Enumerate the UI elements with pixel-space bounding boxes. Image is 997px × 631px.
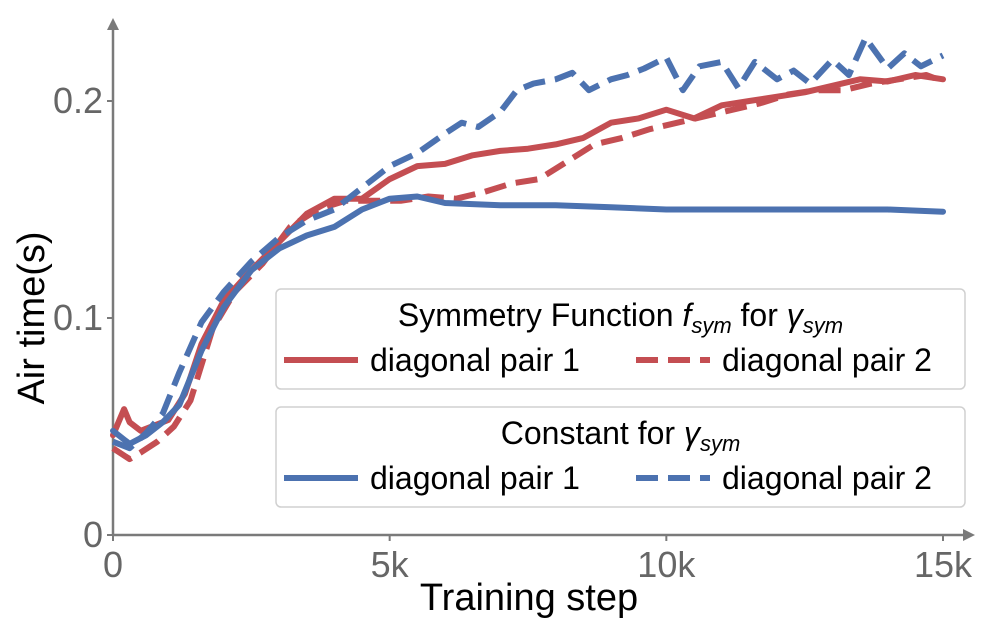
y-tick-label: 0: [83, 514, 103, 555]
legend-title: Constant for γsym: [501, 415, 741, 456]
x-axis-arrow: [963, 529, 975, 541]
series-line-4: [111, 35, 945, 452]
tick-layer: 0 5k 10k 15k 0 0.1 0.2: [53, 80, 973, 585]
x-axis-title: Training step: [420, 577, 638, 619]
x-tick-label: 5k: [371, 544, 410, 585]
x-tick-label: 15k: [914, 544, 973, 585]
x-tick-label: 10k: [637, 544, 696, 585]
series-layer: [110, 35, 946, 463]
legend-entry-label: diagonal pair 1: [370, 460, 580, 496]
legend-entry-label: diagonal pair 1: [370, 342, 580, 378]
x-tick-label: 0: [103, 544, 123, 585]
series-line-3: [110, 193, 946, 447]
legend-entry-label: diagonal pair 2: [722, 460, 932, 496]
y-axis-title: Air time(s): [11, 231, 53, 404]
legend-box: [275, 288, 966, 390]
y-tick-label: 0.1: [53, 297, 103, 338]
legend-box: [275, 406, 966, 508]
legend-entry-label: diagonal pair 2: [722, 342, 932, 378]
y-axis-arrow: [107, 18, 119, 30]
legend-layer: Symmetry Function fsym for γsym diagonal …: [275, 288, 966, 508]
series-line-2: [111, 72, 945, 463]
legend-1: Symmetry Function fsym for γsym diagonal …: [275, 288, 966, 390]
y-tick-label: 0.2: [53, 80, 103, 121]
legend-2: Constant for γsym diagonal pair 1 diagonal…: [275, 406, 966, 508]
legend-title: Symmetry Function fsym for γsym: [398, 297, 843, 338]
